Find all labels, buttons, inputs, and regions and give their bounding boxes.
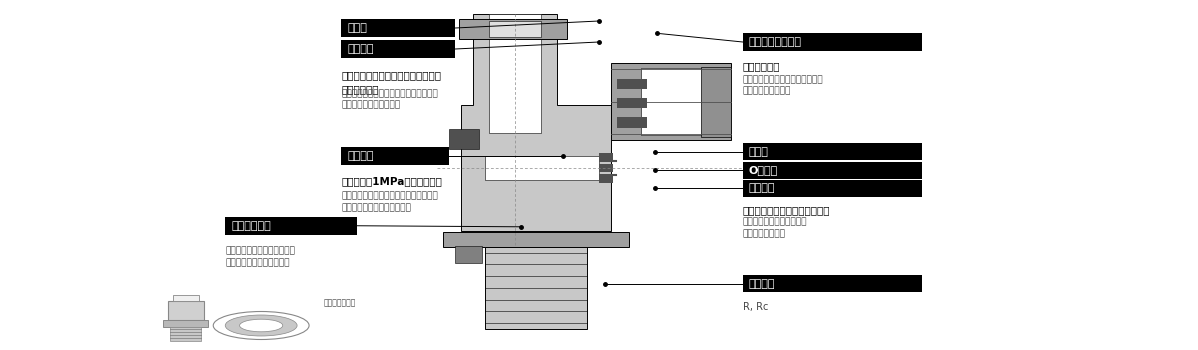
Bar [455, 246, 482, 262]
Text: パッキンシール方式: パッキンシール方式 [225, 218, 278, 228]
Text: チャックにより確実な強い付きを行い、: チャックにより確実な強い付きを行い、 [341, 89, 438, 98]
Bar [599, 153, 613, 162]
Bar [341, 19, 455, 37]
Bar [443, 232, 629, 247]
Text: パッキンシール構造へ変更す: パッキンシール構造へ変更す [225, 247, 295, 256]
Bar [459, 19, 567, 38]
Text: 大きな保持力: 大きな保持力 [341, 84, 379, 94]
Bar [485, 156, 599, 180]
Text: Oリング: Oリング [749, 165, 778, 175]
Bar [641, 68, 707, 135]
Text: ボディ: ボディ [749, 147, 769, 157]
Text: ボディとねじ部が回転し、: ボディとねじ部が回転し、 [743, 218, 807, 227]
Bar [225, 217, 357, 234]
Bar [743, 33, 922, 51]
Bar [701, 66, 731, 136]
Circle shape [240, 319, 283, 332]
Text: チャーブ保持力を増大。: チャーブ保持力を増大。 [341, 100, 400, 110]
Bar [341, 40, 455, 58]
Text: R, Rc: R, Rc [743, 302, 768, 312]
Text: チャーブ挿入時の抗抗が小。: チャーブ挿入時の抗抗が小。 [341, 203, 411, 212]
Bar [599, 174, 613, 183]
Bar [170, 327, 201, 341]
Bar [617, 79, 647, 89]
Text: チャックがチャーブへ必要以上に: チャックがチャーブへ必要以上に [743, 75, 823, 84]
Bar [743, 144, 922, 160]
Text: 低真空から1MPaまで使用可能: 低真空から1MPaまで使用可能 [341, 176, 442, 186]
Text: スタッド: スタッド [749, 183, 775, 193]
Text: パッキン: パッキン [347, 151, 374, 161]
Bar [485, 247, 587, 329]
Bar [611, 63, 731, 140]
Text: リリースプッシュ: リリースプッシュ [749, 37, 801, 47]
Bar [743, 162, 922, 178]
Polygon shape [461, 14, 611, 231]
Text: パッキンシール: パッキンシール [323, 298, 356, 307]
Text: 低置決めが可能。: 低置決めが可能。 [743, 230, 786, 239]
Text: ることで配管施工性が向上: ることで配管施工性が向上 [225, 258, 290, 267]
Text: シールリング: シールリング [231, 221, 271, 231]
Bar [489, 14, 541, 133]
Text: ガイド: ガイド [347, 23, 368, 33]
Bar [617, 117, 647, 128]
Text: 接続ねじ: 接続ねじ [749, 279, 775, 289]
Text: チャック: チャック [347, 44, 374, 54]
Circle shape [225, 315, 297, 336]
Text: ナイロンにもウレタンにも使用可能: ナイロンにもウレタンにも使用可能 [341, 70, 441, 80]
Bar [341, 147, 449, 164]
Bar [599, 164, 613, 172]
Bar [743, 180, 922, 197]
Text: 弾い込むのを防止。: 弾い込むのを防止。 [743, 87, 791, 96]
Bar [163, 320, 208, 327]
Bar [489, 21, 541, 37]
Bar [449, 130, 479, 149]
Text: 狭いスペースでの配管に効果的: 狭いスペースでの配管に効果的 [743, 205, 830, 215]
Bar [173, 295, 199, 301]
Bar [617, 98, 647, 108]
Text: 軽い取外し力: 軽い取外し力 [743, 62, 780, 72]
Text: 特殊形状により、確実なシールおよび、: 特殊形状により、確実なシールおよび、 [341, 192, 438, 201]
Bar [743, 275, 922, 292]
Bar [168, 301, 204, 320]
